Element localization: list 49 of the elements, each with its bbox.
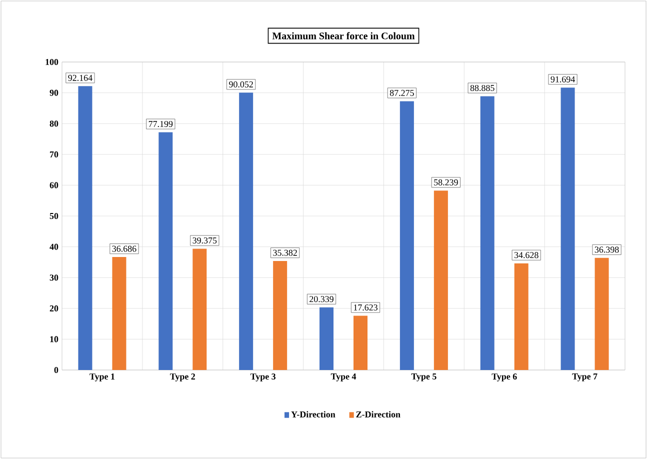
legend-label: Y-Direction xyxy=(291,411,336,418)
data-label: 20.339 xyxy=(310,296,334,302)
data-label: 77.199 xyxy=(148,120,173,128)
data-label: 88.885 xyxy=(470,84,494,92)
x-tick-label: Type 6 xyxy=(492,374,517,382)
bar xyxy=(480,96,494,370)
bar xyxy=(112,257,126,370)
y-tick-label: 20 xyxy=(50,305,58,312)
bar xyxy=(594,258,609,370)
x-tick-label: Type 3 xyxy=(250,374,276,382)
data-label: 36.398 xyxy=(594,246,619,253)
data-label: 58.239 xyxy=(434,179,458,186)
bar xyxy=(78,86,92,370)
y-tick-label: 0 xyxy=(54,366,58,374)
data-label: 36.686 xyxy=(112,246,136,252)
bar xyxy=(354,316,368,370)
data-label: 91.694 xyxy=(550,76,575,82)
data-label: 34.628 xyxy=(514,252,538,258)
y-tick-label: 100 xyxy=(46,58,58,66)
bar xyxy=(273,261,288,370)
bar xyxy=(514,263,528,370)
y-tick-label: 30 xyxy=(50,274,58,281)
bar xyxy=(400,101,414,370)
x-tick-label: Type 1 xyxy=(90,374,114,382)
y-tick-label: 10 xyxy=(50,336,58,342)
data-label: 92.164 xyxy=(68,74,92,81)
y-tick-label: 60 xyxy=(50,182,58,188)
data-label: 90.052 xyxy=(229,81,253,88)
y-tick-label: 80 xyxy=(50,120,58,127)
y-tick-label: 90 xyxy=(50,90,58,96)
x-tick-label: Type 7 xyxy=(572,374,598,382)
data-label: 17.623 xyxy=(354,304,378,311)
data-label: 87.275 xyxy=(390,90,414,96)
legend-label: Z-Direction xyxy=(356,411,400,418)
bar xyxy=(239,92,254,370)
x-tick-label: Type 4 xyxy=(330,374,356,382)
chart-title: Maximum Shear force in Coloum xyxy=(272,32,415,40)
bar xyxy=(158,132,173,370)
data-label: 35.382 xyxy=(273,250,297,256)
y-tick-label: 40 xyxy=(50,244,58,250)
y-tick-label: 70 xyxy=(50,151,58,158)
bar xyxy=(434,190,448,370)
y-tick-label: 50 xyxy=(50,212,58,220)
bar xyxy=(192,248,207,370)
bar xyxy=(320,307,334,370)
x-tick-label: Type 5 xyxy=(411,374,436,382)
data-label: 39.375 xyxy=(192,237,217,244)
x-tick-label: Type 2 xyxy=(170,374,195,382)
bar xyxy=(560,88,575,370)
